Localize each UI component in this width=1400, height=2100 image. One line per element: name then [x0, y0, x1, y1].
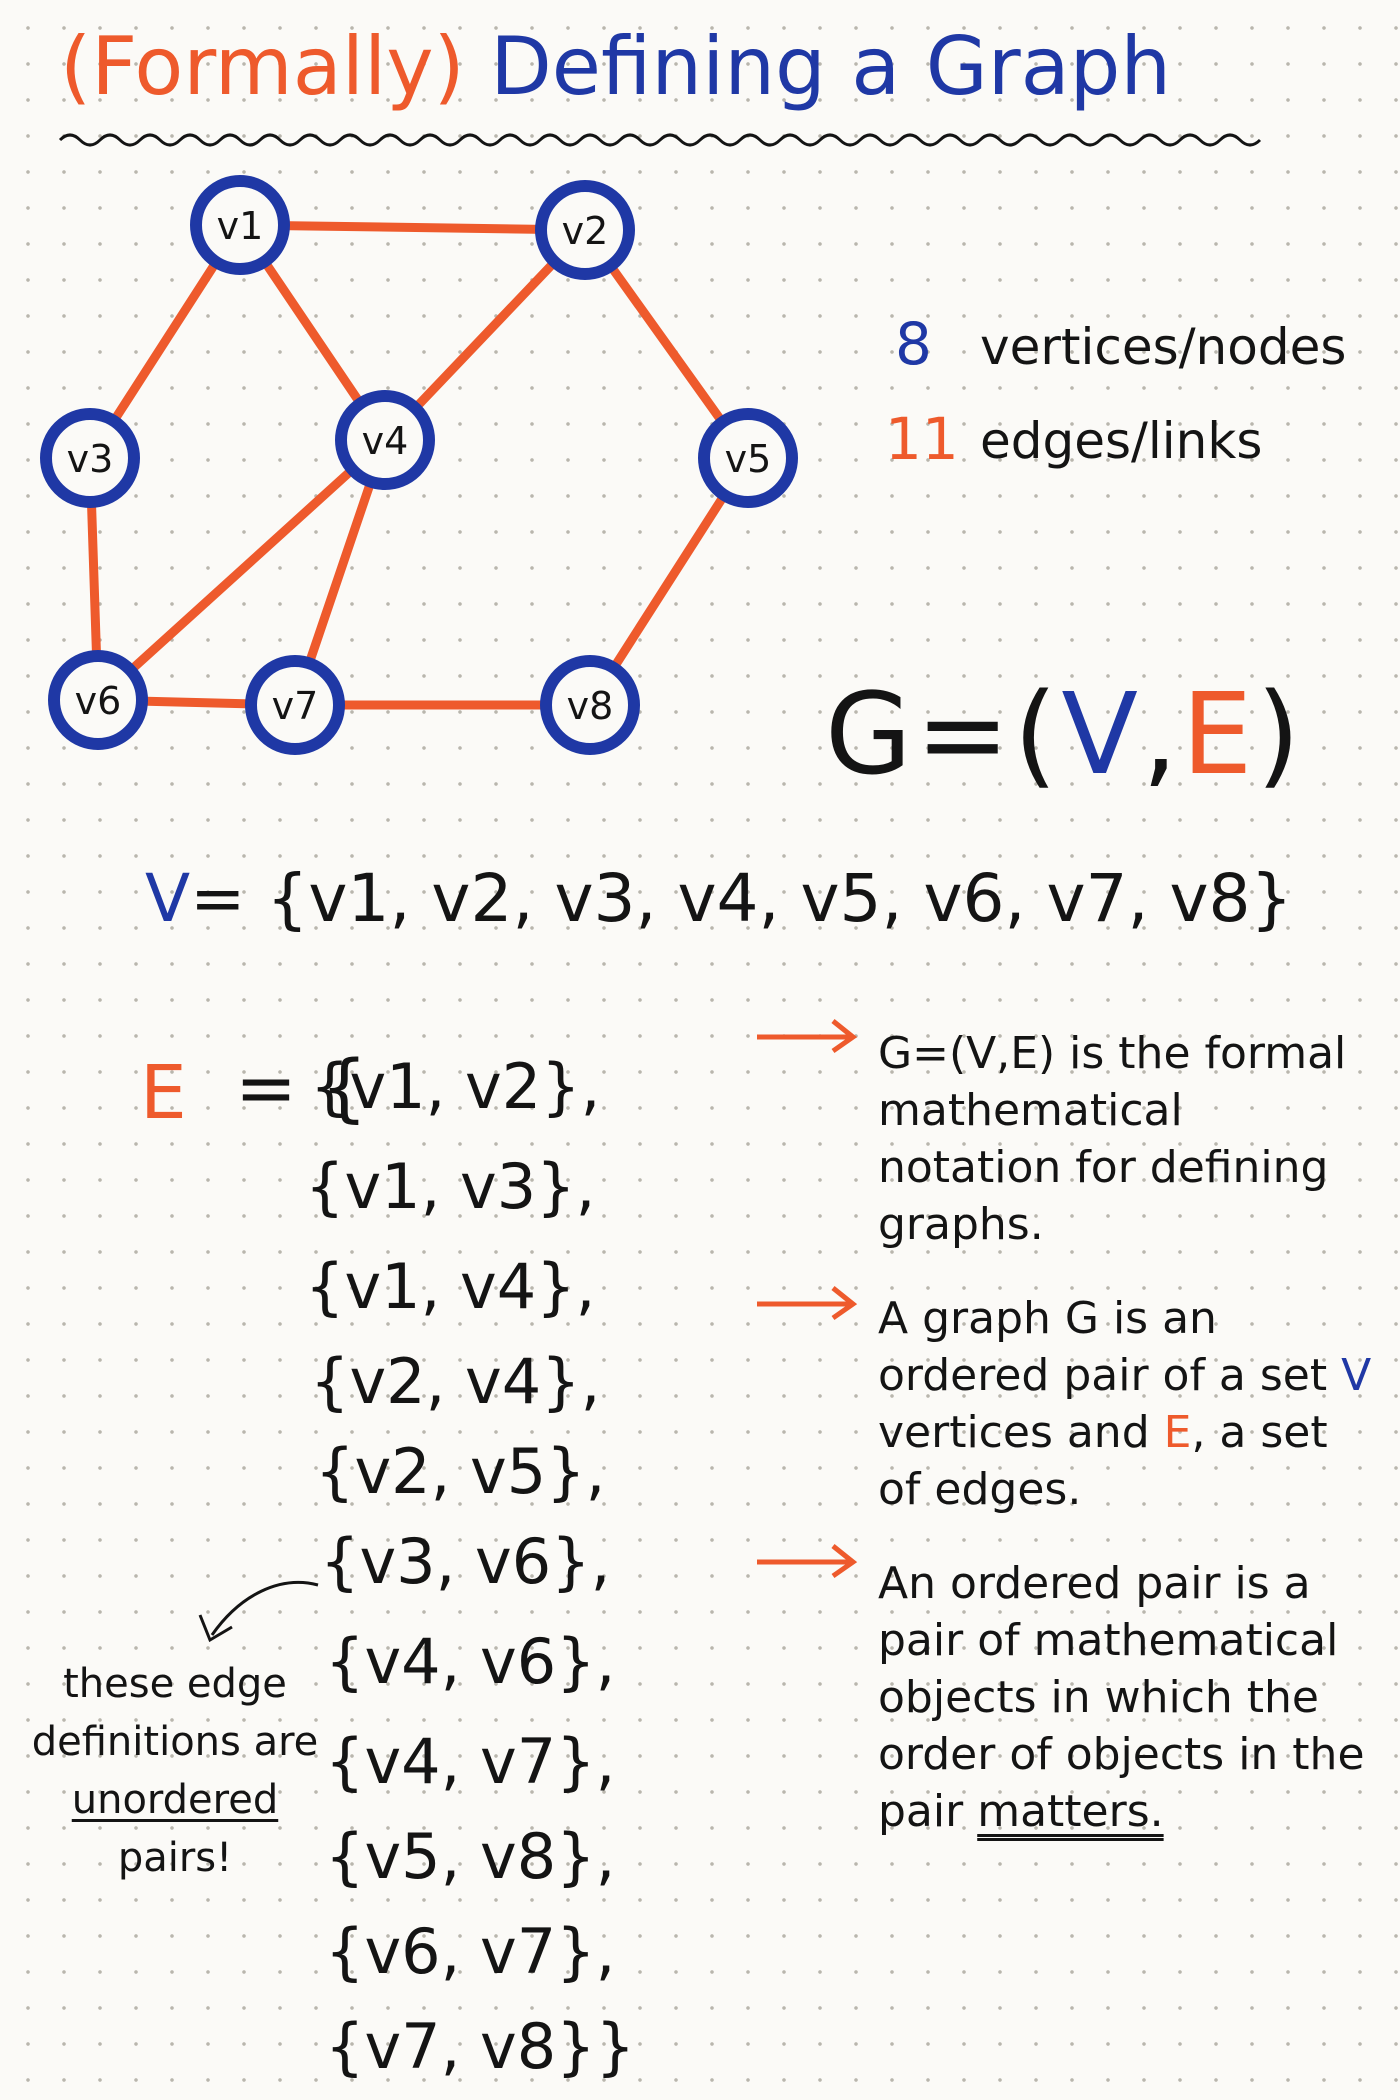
vertex-v2: [535, 180, 635, 280]
edge-set-item: {v6, v7},: [325, 1915, 616, 1988]
vertex-set-body: = {v1, v2, v3, v4, v5, v6, v7, v8}: [190, 860, 1293, 937]
title-formally: (Formally): [60, 20, 465, 113]
edge-set-item: {v4, v7},: [325, 1725, 616, 1798]
edge-set-item: {v7, v8}}: [325, 2010, 636, 2083]
side-note-before: these edge definitions are: [31, 1661, 319, 1765]
vertex-label-v2: v2: [562, 209, 609, 253]
edge-v1-v2: [235, 220, 590, 235]
note-graph-p1: A graph G is an ordered pair of a set: [878, 1293, 1328, 1401]
vertex-label-v7: v7: [272, 684, 319, 728]
vertex-label-v5: v5: [725, 437, 772, 481]
note-arrow: [757, 1286, 858, 1321]
formula-v: V: [1061, 670, 1142, 800]
note-ordered-pair: An ordered pair is a pair of mathematica…: [878, 1555, 1378, 1840]
note-notation: G=(V,E) is the formal mathematical notat…: [878, 1028, 1347, 1250]
vertex-v5: [698, 408, 798, 508]
note-arrow: [757, 1544, 858, 1579]
formula-g: G=(: [825, 670, 1062, 800]
edge-set-open: = {: [235, 1045, 368, 1131]
side-note-after: pairs!: [117, 1835, 233, 1881]
formula-e: E: [1181, 670, 1257, 800]
edge-set-item: {v1, v3},: [305, 1150, 596, 1223]
graph-diagram: v1 v2 v3 v4 v5 v6 v7 v8: [40, 133, 1262, 755]
graph-formula: G=(V,E): [825, 670, 1304, 800]
vertex-label-v8: v8: [567, 684, 614, 728]
edge-set-item: {v4, v6},: [325, 1625, 616, 1698]
side-note-underlined: unordered: [71, 1777, 279, 1823]
vertex-v4: [335, 390, 435, 490]
vertex-label-v6: v6: [75, 679, 122, 723]
note-graph-v: V: [1341, 1350, 1372, 1401]
vertex-v7: [245, 655, 345, 755]
vertex-v3: [40, 408, 140, 508]
formula-close: ): [1256, 670, 1305, 800]
vertex-label-v4: v4: [362, 419, 409, 463]
note-graph-p3: , a set of edges.: [878, 1407, 1328, 1515]
edge-set-item: {v3, v6},: [320, 1525, 611, 1598]
edge-count: 11: [885, 405, 959, 473]
vertex-label-v1: v1: [217, 204, 264, 248]
note-arrow: [757, 1019, 858, 1054]
note-graph-p2: vertices and: [878, 1407, 1150, 1458]
edge-set-item: {v1, v2},: [310, 1050, 601, 1123]
page-title: (Formally) Defining a Graph: [60, 20, 1171, 113]
title-main: Defining a Graph: [490, 20, 1172, 113]
vertex-count: 8: [895, 310, 932, 378]
edge-v4-v6: [93, 435, 390, 705]
vertex-v6: [48, 650, 148, 750]
formula-comma: ,: [1141, 670, 1182, 800]
edge-set-item: {v1, v4},: [305, 1250, 596, 1323]
vertex-v1: [190, 175, 290, 275]
side-note-arrow: [198, 1580, 319, 1643]
vertex-count-label: vertices/nodes: [980, 318, 1347, 376]
edge-set-item: {v2, v5},: [315, 1435, 606, 1508]
vertex-v8: [540, 655, 640, 755]
note-ordered-underlined: matters.: [977, 1786, 1164, 1837]
note-graph-definition: A graph G is an ordered pair of a set V …: [878, 1290, 1378, 1518]
note-graph-e: E: [1163, 1407, 1192, 1458]
edge-count-label: edges/links: [980, 412, 1263, 470]
edge-set-item: {v2, v4},: [310, 1345, 601, 1418]
vertex-set-lhs: V: [145, 860, 191, 937]
edge-set-item: {v5, v8},: [325, 1820, 616, 1893]
note-ordered-p1: An ordered pair is a pair of mathematica…: [878, 1558, 1365, 1837]
edge-set-lhs: E: [140, 1050, 187, 1136]
vertex-label-v3: v3: [67, 437, 114, 481]
vertex-set: V= {v1, v2, v3, v4, v5, v6, v7, v8}: [145, 860, 1293, 937]
title-underline-squiggle: [58, 133, 1262, 147]
unordered-pairs-note: these edge definitions are unordered pai…: [30, 1655, 320, 1887]
